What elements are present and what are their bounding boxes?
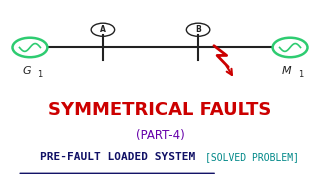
Text: (PART-4): (PART-4)	[136, 129, 184, 142]
Text: 1: 1	[299, 70, 304, 79]
Text: SYMMETRICAL FAULTS: SYMMETRICAL FAULTS	[48, 101, 272, 119]
Text: [SOLVED PROBLEM]: [SOLVED PROBLEM]	[205, 152, 299, 162]
Text: G: G	[22, 66, 31, 76]
Text: PRE-FAULT LOADED SYSTEM: PRE-FAULT LOADED SYSTEM	[40, 152, 195, 162]
Text: M: M	[282, 66, 292, 76]
Text: B: B	[195, 25, 201, 34]
Text: A: A	[100, 25, 106, 34]
Text: 1: 1	[37, 70, 42, 79]
